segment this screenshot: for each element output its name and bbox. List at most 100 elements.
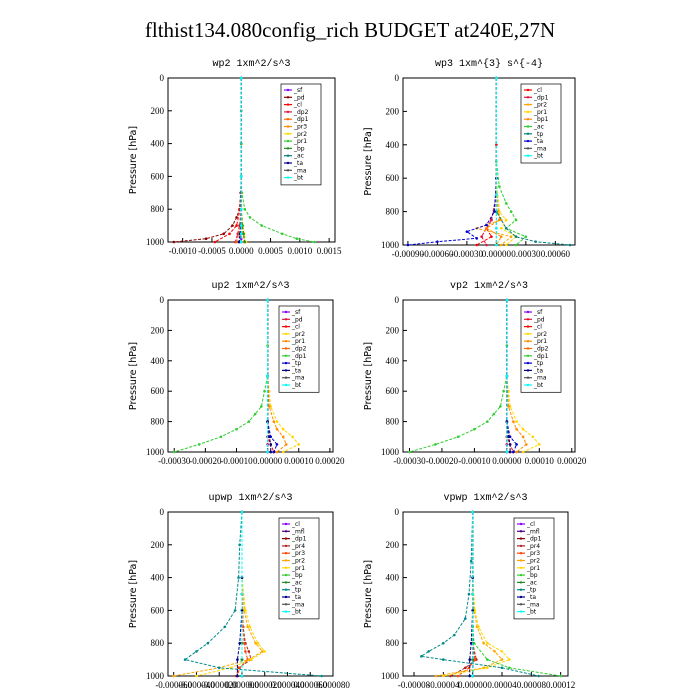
data-point [249,658,253,661]
data-point [482,641,485,645]
data-point [442,658,445,661]
legend-marker [526,347,530,350]
data-point [521,435,525,439]
x-tick-label: 0.00060 [541,249,571,259]
legend-marker [526,310,530,314]
data-point [453,633,456,637]
panel-title: vp2 1xm^2/s^3 [450,280,528,292]
legend-label: _dp2 [533,346,549,353]
y-tick-label: 600 [386,386,400,396]
legend-marker [286,132,290,135]
legend-label: _sf [533,309,543,316]
legend-marker [519,573,523,577]
data-point [253,412,257,416]
y-axis-label: Pressure [hPa] [128,560,139,628]
y-tick-label: 1000 [381,240,400,250]
data-point [237,240,241,244]
legend-marker [284,566,288,569]
legend-marker [526,147,530,150]
data-point [272,420,276,423]
y-tick-label: 400 [151,356,165,366]
data-point [508,658,511,661]
data-point [239,207,243,211]
data-point [236,674,239,678]
y-axis-label: Pressure [hPa] [128,342,139,410]
y-tick-label: 800 [386,207,400,217]
x-tick-label: 0.00008 [517,680,547,690]
legend-marker [526,332,530,336]
legend-label: _cl [291,324,300,331]
data-point [223,625,227,629]
x-tick-label: 0.00012 [546,680,575,690]
data-point [515,443,518,446]
plot-frame [167,77,336,243]
legend-marker [284,340,288,343]
legend-label: _dp2 [291,346,307,353]
data-point [485,223,488,227]
legend-marker [519,559,523,562]
data-point [263,389,266,393]
y-tick-label: 0 [395,295,400,305]
x-tick-label: 0.00000 [253,456,283,466]
legend-label: _dp1 [533,353,549,360]
legend-label: _pr2 [533,102,547,109]
data-point [281,427,285,431]
x-tick-label: 0.00020 [557,456,587,466]
x-tick-label: 0.00010 [525,456,555,466]
data-point [469,559,473,563]
legend-label: _tp [291,360,301,367]
data-point [525,443,528,446]
legend-label: _pr2 [291,558,305,565]
x-tick-label: 0.0010 [287,246,312,256]
x-tick-label: -0.00008 [398,680,431,690]
legend-label: _bp [293,145,305,152]
data-point [468,658,472,661]
data-point [475,243,479,247]
series-line-pd [173,78,242,243]
data-point [297,443,301,446]
data-point [534,240,537,243]
data-point [206,641,210,645]
data-point [468,674,472,678]
legend-label: _pr2 [293,131,307,138]
data-point [495,210,498,213]
data-point [498,185,501,188]
x-tick-label: 0.00000 [482,249,512,259]
data-point [456,435,460,439]
legend-label: _ma [291,601,305,608]
legend-label: _bp [291,572,303,579]
y-tick-label: 0 [160,73,165,83]
data-point [442,674,445,678]
plot-frame [167,299,334,453]
data-point [568,243,572,247]
data-point [239,224,243,227]
y-tick-label: 800 [386,638,400,648]
chart-panel-3: up2 1xm^2/s^3 Pressure [hPa] 0 200 400 600 800… [128,280,345,466]
legend-marker [284,595,288,599]
legend-label: _pr1 [533,338,547,345]
x-tick-label: 0.000080 [316,680,350,690]
legend-label: _pr2 [533,331,547,338]
y-tick-label: 200 [386,106,400,116]
legend-marker [284,544,288,548]
data-point [504,243,508,247]
legend-marker [519,588,523,591]
y-tick-label: 200 [386,325,400,335]
panel-title: wp3 1xm^{3} s^{-4} [435,58,543,70]
y-tick-label: 1000 [146,447,165,457]
data-point [504,201,508,205]
data-point [242,641,246,645]
data-point [236,658,239,661]
data-point [490,218,493,222]
legend-marker [286,154,290,157]
legend-label: _ma [293,167,307,174]
y-axis-label: Pressure [hPa] [363,560,374,628]
legend-marker [519,566,523,569]
legend-marker [284,369,288,372]
x-tick-label: 0.0005 [258,246,283,256]
x-tick-label: -0.00010 [458,456,491,466]
legend-marker [284,318,288,321]
x-tick-label: -0.00010 [220,456,253,466]
data-point [456,674,460,678]
data-point [260,405,263,408]
